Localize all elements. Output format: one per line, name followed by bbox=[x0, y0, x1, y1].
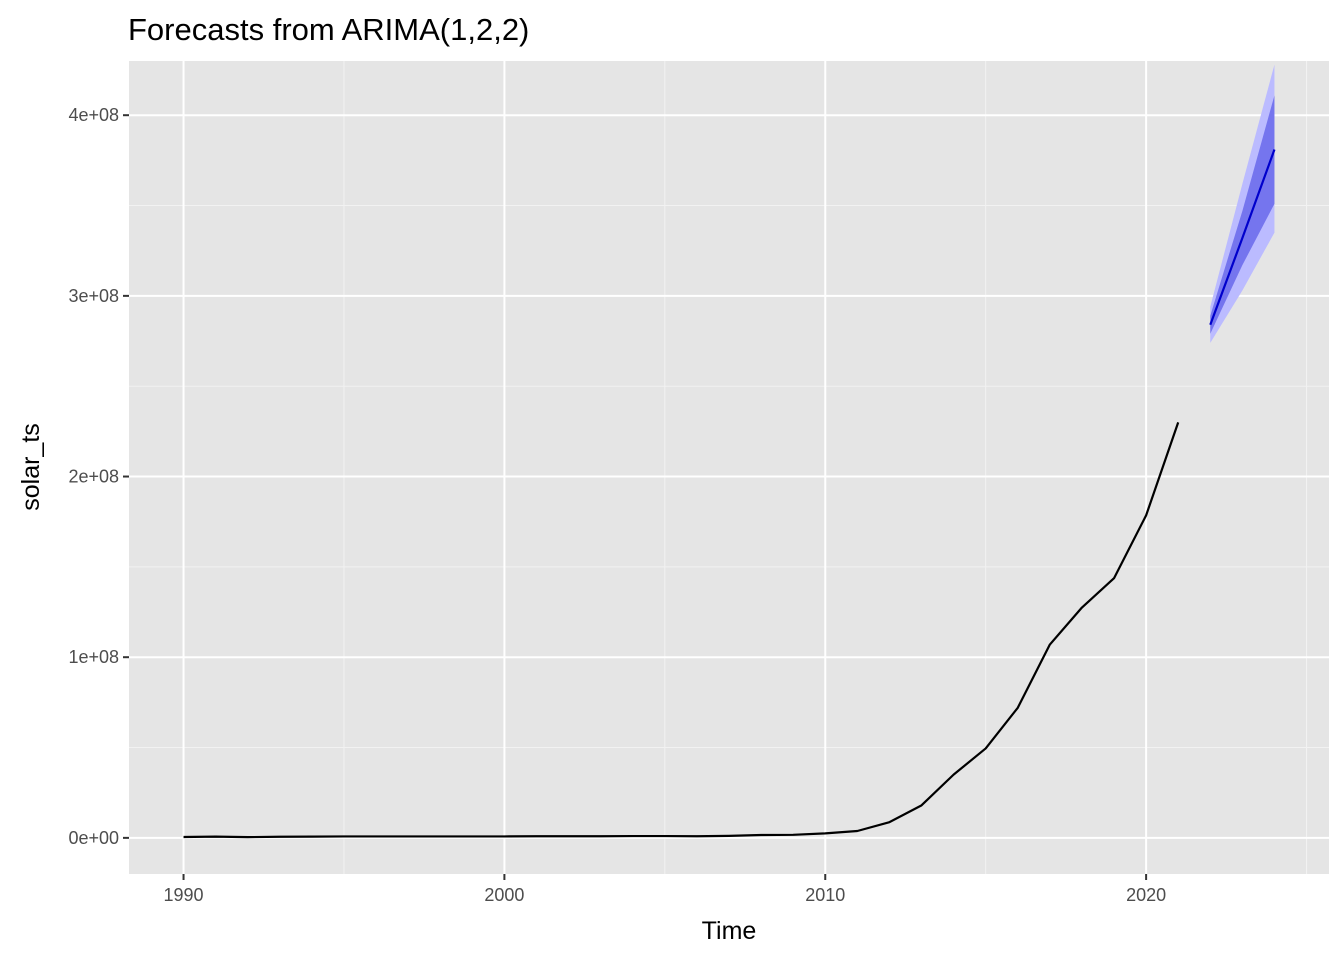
grid-lines bbox=[129, 61, 1329, 874]
x-tick-label: 2010 bbox=[805, 885, 845, 905]
y-tick-label: 3e+08 bbox=[68, 286, 119, 306]
y-tick-label: 0e+00 bbox=[68, 828, 119, 848]
chart-title: Forecasts from ARIMA(1,2,2) bbox=[128, 12, 529, 47]
history-line bbox=[183, 421, 1180, 839]
forecast-intervals bbox=[1210, 64, 1275, 343]
forecast-line bbox=[1209, 149, 1276, 326]
y-axis: 0e+00 1e+08 2e+08 3e+08 4e+08 bbox=[68, 105, 129, 848]
y-axis-title: solar_ts bbox=[17, 423, 45, 511]
x-tick-label: 2000 bbox=[484, 885, 524, 905]
y-tick-label: 4e+08 bbox=[68, 105, 119, 125]
plot-panel bbox=[129, 61, 1329, 874]
x-axis: 1990 2000 2010 2020 bbox=[164, 874, 1166, 905]
y-tick-label: 2e+08 bbox=[68, 467, 119, 487]
x-tick-label: 2020 bbox=[1126, 885, 1166, 905]
x-axis-title: Time bbox=[702, 917, 757, 945]
x-tick-label: 1990 bbox=[164, 885, 204, 905]
series-lines bbox=[183, 149, 1276, 839]
y-tick-label: 1e+08 bbox=[68, 647, 119, 667]
forecast-band-80 bbox=[1210, 95, 1275, 334]
